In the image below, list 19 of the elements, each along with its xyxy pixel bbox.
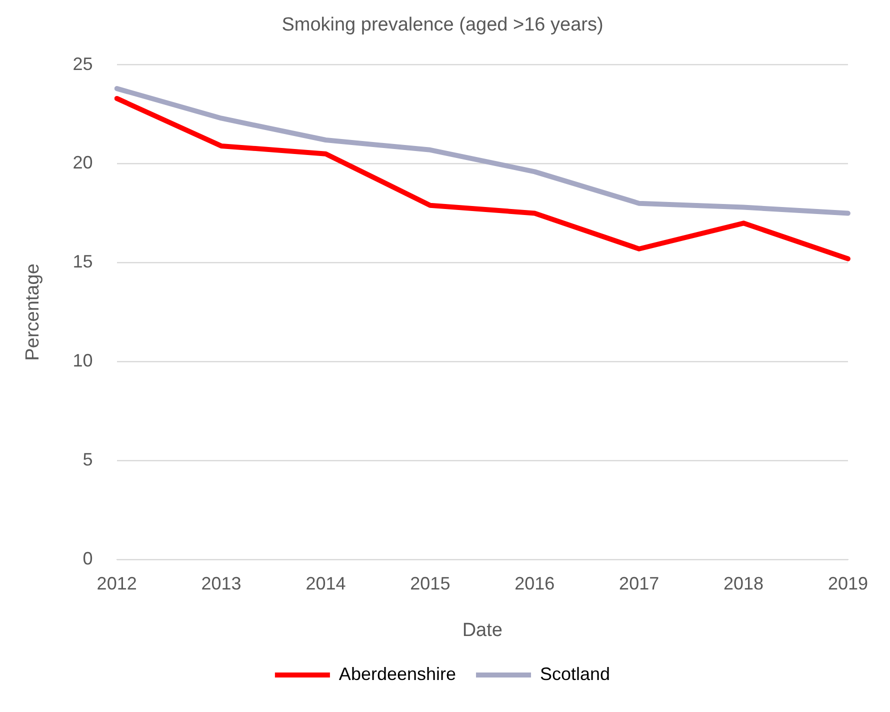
- y-tick-label: 10: [72, 350, 93, 371]
- y-tick-label: 20: [72, 152, 93, 173]
- y-tick-label: 5: [82, 450, 93, 470]
- chart-title: Smoking prevalence (aged >16 years): [282, 14, 604, 36]
- x-tick-label: 2013: [201, 573, 242, 594]
- x-tick-label: 2018: [724, 573, 764, 594]
- y-axis-title: Percentage: [22, 264, 44, 361]
- x-axis-title: Date: [462, 620, 502, 641]
- x-tick-label: 2016: [514, 573, 555, 594]
- y-tick-label: 15: [72, 252, 93, 272]
- y-tick-label: 0: [82, 548, 93, 569]
- legend-label: Aberdeenshire: [338, 664, 456, 684]
- x-tick-label: 2014: [306, 573, 346, 594]
- x-tick-label: 2019: [828, 573, 868, 594]
- x-tick-label: 2015: [410, 573, 450, 594]
- x-tick-label: 2017: [619, 573, 660, 594]
- x-tick-label: 2012: [96, 573, 137, 594]
- y-tick-label: 25: [72, 54, 93, 74]
- legend-label: Scotland: [540, 664, 610, 684]
